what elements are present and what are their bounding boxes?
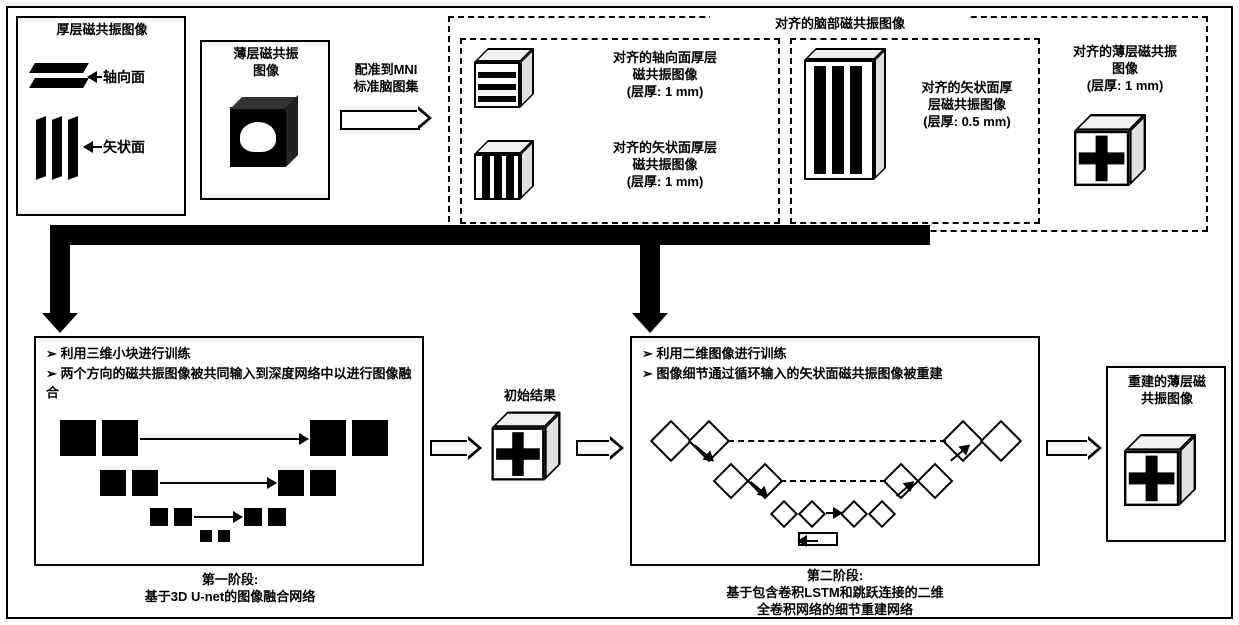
output-label: 重建的薄层磁 共振图像 [1112,374,1222,408]
sagittal-pointer-arrow [84,146,102,148]
axial-plane-icon-2 [29,78,89,88]
aligned-group-title: 对齐的脑部磁共振图像 [710,16,970,33]
arrow-stage2-to-output [1046,440,1090,456]
axial-label: 轴向面 [103,68,145,86]
aligned-axial-label: 对齐的轴向面厚层 磁共振图像 (层厚: 1 mm) [560,50,770,101]
thin-mri-box: 薄层磁共振 图像 [200,40,330,200]
sagittal-plane-icon-2 [52,116,62,180]
arrow-stage1-to-initial [430,440,470,456]
thick-mri-box: 厚层磁共振图像 轴向面 矢状面 [16,16,186,216]
register-arrow-label: 配准到MNI 标准脑图集 [336,62,436,96]
flow-arrow-1-h [50,225,630,245]
stage2-bullets: 利用二维图像进行训练 图像细节通过循环输入的矢状面磁共振图像被重建 [642,344,1032,383]
flow-arrow-2-v [640,225,660,315]
axial-plane-icon [29,63,89,73]
sagittal-plane-icon-3 [68,116,78,180]
stage1-caption: 第一阶段: 基于3D U-net的图像融合网络 [40,572,420,606]
stage1-bullet-2: 两个方向的磁共振图像被共同输入到深度网络中以进行图像融合 [46,364,416,403]
thick-mri-title: 厚层磁共振图像 [22,22,182,39]
stage2-bullet-2: 图像细节通过循环输入的矢状面磁共振图像被重建 [642,364,1032,384]
flow-arrow-1-v [50,225,70,315]
aligned-sagittal-label: 对齐的矢状面厚层 磁共振图像 (层厚: 1 mm) [560,140,770,191]
initial-result-cube [492,412,561,481]
thin-mri-title: 薄层磁共振 图像 [206,46,326,80]
flow-arrow-1-corner [610,225,630,245]
unet-diagram [60,420,400,550]
sagittal-plane-icon [36,116,46,180]
initial-result-label: 初始结果 [490,388,570,405]
fcn-lstm-diagram [648,420,1028,550]
output-cube [1124,434,1196,506]
stage2-bullet-1: 利用二维图像进行训练 [642,344,1032,364]
flow-arrow-2-corner [910,225,930,245]
aligned-thin-cube [1074,114,1146,186]
register-arrow [340,110,420,130]
stage1-bullets: 利用三维小块进行训练 两个方向的磁共振图像被共同输入到深度网络中以进行图像融合 [46,344,416,403]
stage2-caption: 第二阶段: 基于包含卷积LSTM和跳跃连接的二维 全卷积网络的细节重建网络 [630,568,1040,619]
aligned-thin-label: 对齐的薄层磁共振 图像 (层厚: 1 mm) [1050,44,1200,95]
sagittal-label: 矢状面 [103,138,145,156]
thin-volume-icon [230,97,300,177]
aligned-sagittal-cube [474,140,534,200]
arrow-initial-to-stage2 [576,440,612,456]
axial-pointer-arrow [88,76,102,78]
stage1-bullet-1: 利用三维小块进行训练 [46,344,416,364]
aligned-sagittal05-label: 对齐的矢状面厚 层磁共振图像 (层厚: 0.5 mm) [898,80,1036,131]
aligned-axial-cube [474,48,534,108]
flow-arrow-2-h [630,225,930,245]
